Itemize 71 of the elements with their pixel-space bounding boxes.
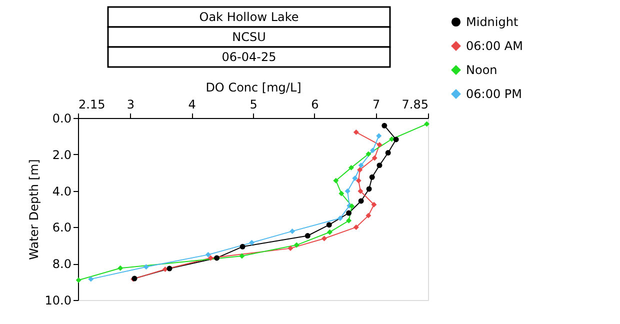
point	[304, 233, 310, 238]
x-tick-label: 2.15	[78, 98, 106, 112]
point	[88, 276, 94, 282]
point	[382, 122, 388, 128]
point	[288, 246, 294, 252]
point	[338, 190, 344, 196]
point	[358, 162, 364, 168]
x-tick-label: 7.85	[402, 98, 428, 112]
chart-subtitle: NCSU	[232, 30, 266, 44]
legend-label: Noon	[466, 63, 498, 77]
legend-label: 06:00 AM	[466, 39, 523, 53]
point	[162, 266, 168, 272]
point	[166, 266, 172, 272]
x-tick-label: 5	[250, 98, 258, 112]
point	[321, 236, 327, 242]
point	[366, 151, 372, 157]
point	[118, 265, 124, 271]
x-tick-label: 7	[372, 98, 380, 112]
point	[357, 167, 363, 173]
y-tick-label: 2.0	[52, 148, 72, 162]
legend-label: Midnight	[466, 15, 518, 29]
point	[208, 255, 214, 261]
y-tick-label: 4.0	[52, 184, 72, 198]
legend-label: 06:00 PM	[466, 87, 522, 101]
point	[353, 129, 359, 135]
point	[372, 155, 378, 161]
point	[358, 198, 364, 204]
point	[393, 136, 399, 142]
x-tick-label: 4	[188, 98, 196, 112]
point	[358, 188, 364, 194]
point	[370, 148, 376, 154]
point	[376, 162, 382, 168]
point	[348, 164, 354, 170]
point	[337, 216, 343, 222]
chart-title: Oak Hollow Lake	[199, 10, 299, 24]
point	[346, 210, 352, 216]
point	[371, 202, 377, 208]
point	[294, 242, 300, 248]
point	[369, 174, 375, 180]
y-tick-label: 8.0	[52, 257, 72, 272]
point	[327, 229, 332, 235]
point	[349, 203, 355, 209]
point	[239, 253, 245, 259]
point	[143, 264, 149, 270]
y-tick-label: 10.0	[44, 294, 72, 308]
x-tick-label: 3	[126, 98, 135, 112]
point	[76, 277, 82, 283]
point	[356, 178, 362, 184]
point	[366, 212, 372, 218]
point	[344, 188, 350, 194]
y-axis-title: Water Depth [m]	[26, 159, 41, 260]
point	[353, 224, 359, 230]
point	[326, 222, 332, 228]
point	[424, 121, 430, 127]
point	[214, 255, 220, 261]
point	[376, 142, 382, 148]
x-tick-label: 6	[311, 98, 319, 112]
point	[376, 133, 382, 139]
point	[366, 186, 372, 192]
text: 06-04-25	[222, 50, 276, 64]
point	[352, 176, 358, 181]
point	[205, 252, 211, 258]
point	[290, 228, 296, 234]
point	[333, 178, 339, 184]
y-tick-label: 0.0	[52, 112, 72, 126]
point	[240, 244, 246, 250]
point	[385, 150, 391, 156]
y-tick-label: 6.0	[52, 220, 72, 235]
point	[346, 218, 352, 224]
x-axis-title: DO Conc [mg/L]	[206, 80, 302, 94]
point	[249, 240, 255, 246]
